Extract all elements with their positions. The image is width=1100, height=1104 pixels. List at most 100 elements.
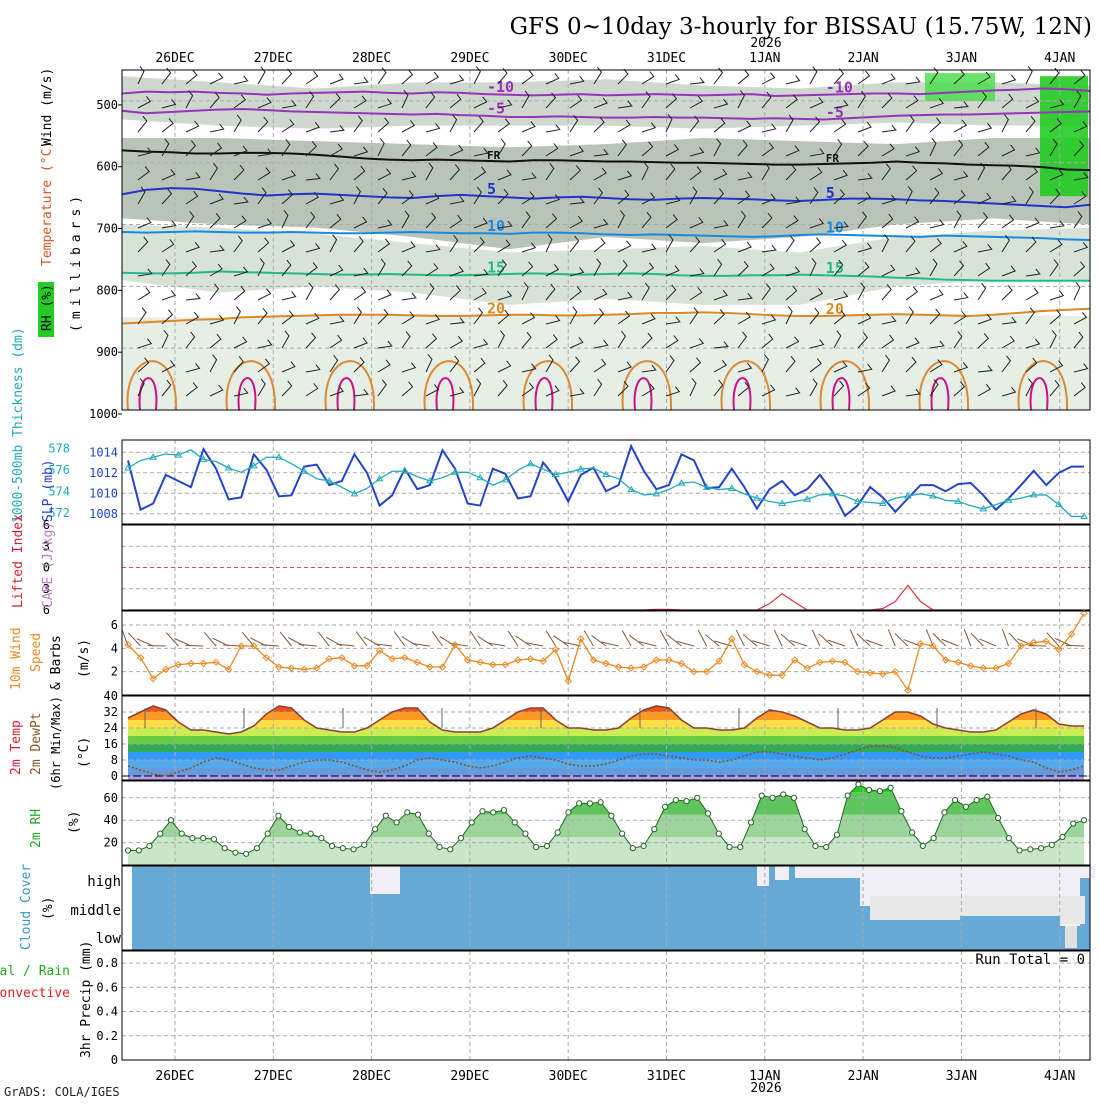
temp-tick-32: 32 (104, 705, 118, 719)
rh-point (437, 844, 442, 849)
panel-cloud: high middle low Cloud Cover (%) (19, 864, 1095, 950)
cloud-level-low: low (96, 931, 122, 947)
rh-point (125, 848, 130, 853)
rh-patch-high-2 (1040, 76, 1088, 196)
top-date-3JAN: 3JAN (946, 51, 977, 66)
wind10m-barb (584, 631, 593, 646)
temp-tick-24: 24 (104, 721, 118, 735)
wind10m-barb (1066, 645, 1084, 646)
bottom-date-2JAN: 2JAN (847, 1069, 878, 1084)
rh-point (620, 831, 625, 836)
rh-point (362, 842, 367, 847)
temp-band-9 (122, 704, 1090, 712)
rh-point (963, 804, 968, 809)
rh-point (319, 836, 324, 841)
precip-tick-0.8: 0.8 (96, 956, 118, 970)
rh-point (265, 831, 270, 836)
rh-point (985, 794, 990, 799)
rh-patch-high-1 (925, 73, 995, 101)
temp-color-bands (122, 696, 1090, 780)
precip-ylabel-total-rain: Total / Rain (0, 964, 70, 979)
rh-point (1071, 821, 1076, 826)
precip-tick-0.6: 0.6 (96, 980, 118, 994)
rh-point (899, 809, 904, 814)
wind10m-barb (667, 635, 681, 646)
wind10m-barb (819, 634, 832, 646)
rh-point (233, 850, 238, 855)
wind10m-barb (828, 640, 845, 646)
cloud-clear-5 (955, 866, 985, 890)
rh-point (512, 820, 517, 825)
rh-tick-40: 40 (104, 813, 118, 827)
rh-point (308, 831, 313, 836)
wind10m-barb (280, 632, 291, 646)
rh-point (458, 836, 463, 841)
isotherm-label-20-1: 20 (826, 300, 844, 318)
rh-point (641, 843, 646, 848)
isotherm-label-5-1: 5 (826, 184, 835, 202)
isotherm-label--10-1: -10 (826, 79, 853, 97)
bottom-date-31DEC: 31DEC (647, 1069, 686, 1084)
temp2m-ylabel-3: (6hr Min/Max) (49, 696, 63, 790)
rh-point (748, 820, 753, 825)
wind-tick-4: 4 (111, 641, 118, 655)
wind10m-units: (m/s) (77, 639, 92, 678)
top-date-29DEC: 29DEC (450, 51, 489, 66)
cloud-ylabel: Cloud Cover (19, 864, 34, 950)
line-thickness (128, 450, 1084, 517)
upper-ytick-800: 800 (96, 283, 118, 297)
rh-point (1081, 818, 1086, 823)
bottom-date-28DEC: 28DEC (352, 1069, 391, 1084)
rh-point (684, 799, 689, 804)
temp-tick-0: 0 (111, 769, 118, 783)
cloud-clear-1 (775, 866, 789, 880)
wind10m-barb (470, 631, 480, 646)
wind10m-barb (185, 645, 203, 646)
wind10m-barb (698, 630, 706, 646)
wind10m-barb (356, 632, 367, 646)
bottom-date-27DEC: 27DEC (254, 1069, 293, 1084)
temp-band-10 (122, 696, 1090, 704)
wind10m-barb (546, 631, 556, 646)
wind10m-barb (660, 630, 669, 646)
rh-point (953, 797, 958, 802)
rh-point (469, 820, 474, 825)
top-date-28DEC: 28DEC (352, 51, 391, 66)
isotherm-label-5-0: 5 (487, 180, 496, 198)
temp-tick-40: 40 (104, 689, 118, 703)
rh-band-0 (122, 837, 1090, 865)
rh-legend-label: RH (%) (40, 284, 55, 331)
cloud-low-clear (1065, 926, 1077, 948)
wind10m-barb (318, 632, 329, 646)
wind10m-barb (478, 636, 493, 646)
rh-point (834, 832, 839, 837)
wind10m-barb (790, 640, 807, 646)
rh-tick-20: 20 (104, 836, 118, 850)
slp-ylabel: SLP (mb) (41, 459, 56, 522)
wind-tick-6: 6 (111, 618, 118, 632)
top-date-1JAN: 1JAN (749, 51, 780, 66)
rh-point (523, 831, 528, 836)
rh-point (566, 810, 571, 815)
slp-tick-1008: 1008 (89, 507, 118, 521)
title-block: GFS 0~10day 3-hourly for BISSAU (15.75W,… (510, 14, 1092, 40)
cloud-clear-9 (390, 866, 400, 894)
rh-point (480, 809, 485, 814)
rh-point (931, 836, 936, 841)
rh-point (920, 843, 925, 848)
cloud-clear-0 (757, 866, 769, 886)
temp2m-units: (°C) (77, 737, 92, 768)
rh-point (201, 836, 206, 841)
bottom-date-30DEC: 30DEC (549, 1069, 588, 1084)
bottom-date-1JAN: 1JAN (749, 1069, 780, 1084)
rh-point (372, 827, 377, 832)
rh-point (211, 837, 216, 842)
temp-band-4 (122, 744, 1090, 752)
rh-point (662, 804, 667, 809)
cloud-level-high: high (87, 874, 121, 890)
rh-point (329, 843, 334, 848)
